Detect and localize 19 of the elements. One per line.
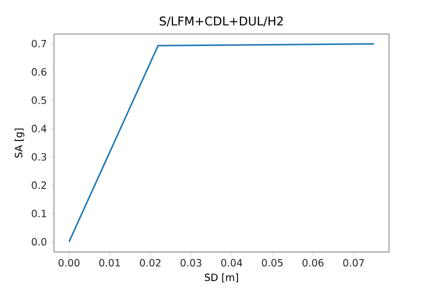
x-tick-label: 0.05 [262,259,283,267]
x-tick-label: 0.04 [221,259,242,267]
y-tick-label: 0.1 [32,210,46,218]
x-tick-label: 0.07 [343,259,364,267]
y-axis-title: SA [g] [14,128,24,158]
x-tick-label: 0.03 [180,259,202,267]
x-tick-label: 0.00 [58,259,80,267]
y-tick-label: 0.6 [32,68,46,76]
y-tick-label: 0.4 [32,124,46,132]
x-axis-title: SD [m] [204,273,238,282]
y-tick-label: 0.7 [32,40,46,48]
y-tick-label: 0.0 [32,238,46,246]
x-tick-label: 0.02 [140,259,160,267]
y-tick-label: 0.3 [32,153,46,161]
y-tick-label: 0.2 [32,181,46,189]
y-tick-label: 0.5 [32,96,46,104]
chart-title: S/LFM+CDL+DUL/H2 [160,16,283,27]
x-tick-label: 0.01 [99,259,120,267]
x-tick-label: 0.06 [302,259,324,267]
